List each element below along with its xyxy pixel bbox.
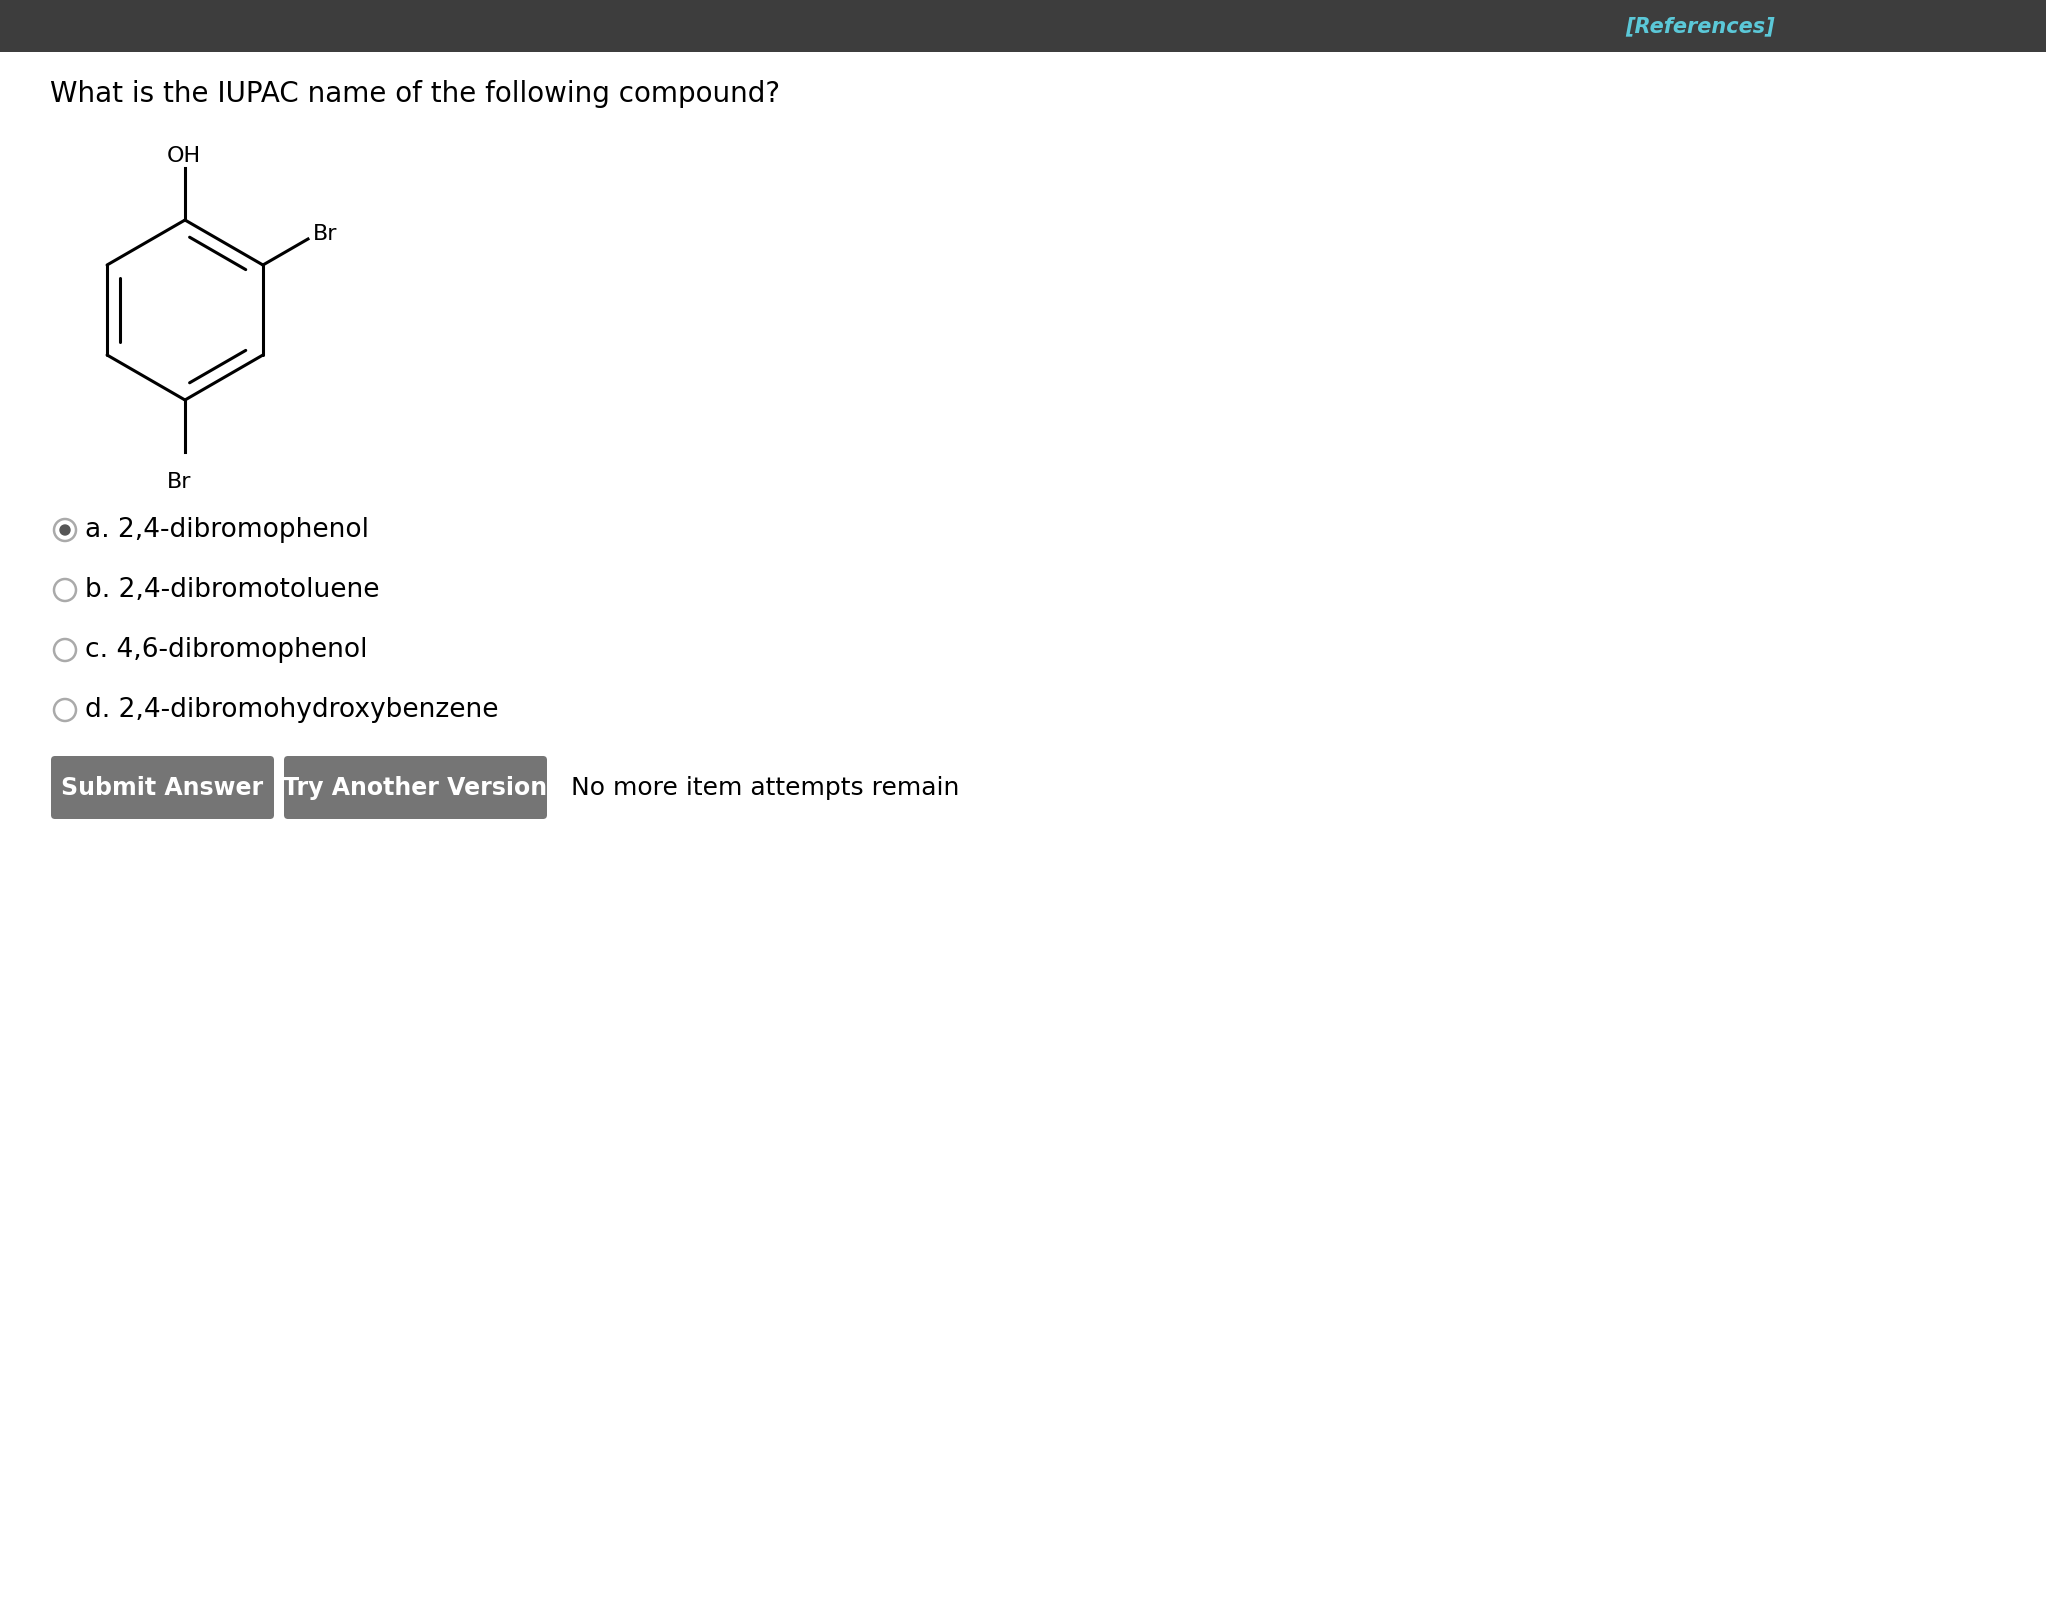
Text: d. 2,4-dibromohydroxybenzene: d. 2,4-dibromohydroxybenzene — [86, 697, 499, 723]
Text: a. 2,4-dibromophenol: a. 2,4-dibromophenol — [86, 518, 368, 543]
Text: [References]: [References] — [1625, 16, 1774, 35]
Text: What is the IUPAC name of the following compound?: What is the IUPAC name of the following … — [49, 80, 780, 107]
Text: OH: OH — [168, 146, 201, 167]
Text: b. 2,4-dibromotoluene: b. 2,4-dibromotoluene — [86, 577, 379, 603]
Text: Br: Br — [168, 471, 192, 492]
Text: Try Another Version: Try Another Version — [284, 776, 548, 800]
FancyBboxPatch shape — [51, 757, 274, 819]
Text: No more item attempts remain: No more item attempts remain — [571, 776, 960, 800]
Bar — [0, 0, 2046, 51]
Text: c. 4,6-dibromophenol: c. 4,6-dibromophenol — [86, 636, 368, 664]
FancyBboxPatch shape — [284, 757, 546, 819]
Text: Br: Br — [313, 224, 338, 244]
Text: Submit Answer: Submit Answer — [61, 776, 264, 800]
Circle shape — [59, 526, 70, 535]
